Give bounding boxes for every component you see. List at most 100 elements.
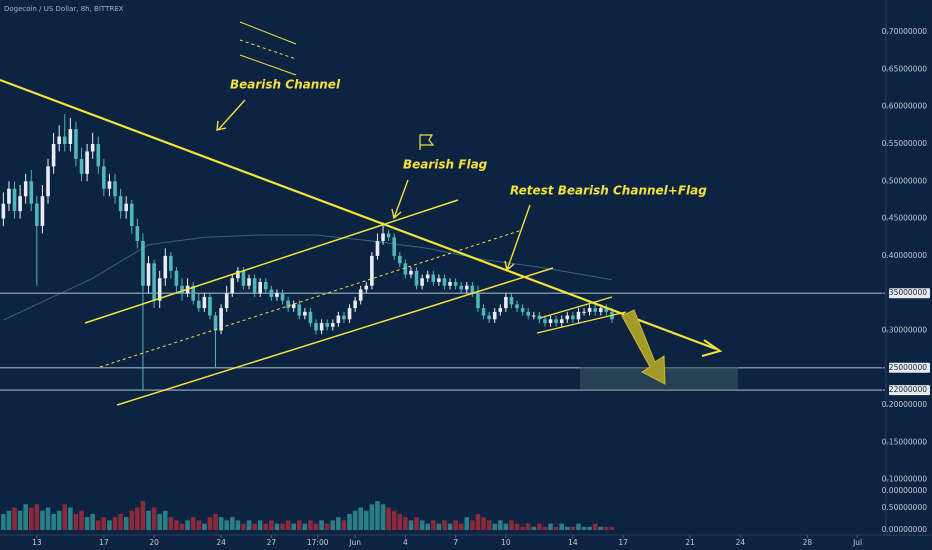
- y-tick-label: 0.30000000: [882, 325, 928, 334]
- volume-bar: [274, 523, 280, 530]
- candle-body: [174, 270, 179, 286]
- x-tick-label: 21: [685, 538, 695, 547]
- volume-bar: [1, 513, 6, 530]
- volume-bar: [241, 523, 246, 530]
- candle-body: [258, 282, 262, 294]
- candle-body: [409, 270, 413, 275]
- volume-bar: [6, 510, 12, 530]
- candle-body: [593, 308, 598, 312]
- annotation: Retest Bearish Channel+Flag: [510, 184, 707, 198]
- candle-body: [219, 308, 223, 331]
- volume-bar: [564, 526, 570, 530]
- candle-body: [470, 285, 475, 294]
- annotation: Bearish Flag: [403, 158, 488, 172]
- candle-body: [375, 240, 380, 256]
- volume-bar: [140, 501, 146, 530]
- candle-body: [308, 311, 313, 324]
- candle-body: [286, 300, 290, 309]
- volume-bar: [151, 507, 157, 530]
- candle-body: [403, 263, 408, 275]
- volume-bar: [263, 523, 269, 530]
- annotation-arrow: [216, 99, 246, 131]
- volume-bar: [576, 523, 581, 530]
- y-tick-label: 0.50000000: [882, 176, 928, 185]
- volume-bar: [68, 507, 73, 530]
- candle-body: [381, 233, 385, 241]
- annotation: Bearish Channel: [230, 78, 341, 92]
- volume-bar: [224, 520, 229, 530]
- candle-body: [291, 304, 296, 309]
- volume-bar: [157, 513, 162, 530]
- candle-body: [347, 308, 352, 320]
- volume-bar: [330, 520, 336, 530]
- volume-bar: [380, 504, 386, 530]
- candle-body: [325, 323, 329, 327]
- volume-bar: [587, 526, 592, 530]
- candle-body: [353, 300, 357, 309]
- candle-body: [252, 278, 257, 294]
- candles: [1, 114, 615, 530]
- volume-bar: [609, 526, 615, 530]
- candle-body: [492, 311, 497, 320]
- candle-body: [68, 129, 73, 144]
- candle-body: [236, 270, 240, 279]
- channel-middle: [99, 229, 523, 368]
- candle-body: [62, 136, 67, 144]
- candle-body: [442, 278, 447, 286]
- candle-body: [208, 296, 212, 316]
- candle-body: [297, 304, 302, 316]
- volume-bar: [62, 504, 68, 530]
- candle-body: [464, 285, 469, 290]
- level-label: 0.22000000: [882, 385, 928, 394]
- volume-axis-label: 0.00000000: [882, 486, 928, 495]
- candle-body: [303, 311, 307, 316]
- volume-bar: [202, 523, 207, 530]
- volume-bar: [45, 507, 51, 530]
- volume-bar: [497, 520, 503, 530]
- candle-body: [358, 289, 363, 301]
- candle-body: [515, 304, 519, 309]
- candle-body: [459, 285, 464, 290]
- volume-bar: [123, 517, 129, 530]
- y-tick-label: 0.55000000: [882, 139, 928, 148]
- volume-bar: [363, 510, 369, 530]
- candle-body: [476, 293, 480, 309]
- volume-bar: [12, 507, 17, 530]
- volume-bar: [118, 513, 123, 530]
- candle-body: [330, 323, 335, 327]
- candle-body: [571, 315, 575, 320]
- candle-body: [604, 308, 609, 312]
- volume-bar: [481, 517, 486, 530]
- level-label: 0.25000000: [882, 363, 928, 372]
- candle-body: [392, 237, 397, 256]
- candle-body: [504, 296, 508, 309]
- candle-body: [157, 278, 162, 301]
- volume-bar: [95, 520, 101, 530]
- volume-bar: [28, 507, 34, 530]
- candle-body: [520, 308, 525, 312]
- volume-bar: [34, 504, 40, 530]
- volume-bar: [458, 523, 464, 530]
- candle-body: [280, 293, 285, 301]
- candle-body: [57, 136, 61, 144]
- volume-bar: [425, 523, 431, 530]
- volume-bar: [403, 517, 408, 530]
- candle-body: [431, 274, 436, 282]
- candle-body: [414, 270, 419, 286]
- candle-body: [51, 143, 56, 167]
- candle-body: [247, 278, 251, 286]
- volume-bar: [84, 517, 90, 530]
- volume-bar: [302, 523, 308, 530]
- volume-bar: [341, 520, 347, 530]
- volume-bar: [129, 510, 135, 530]
- candle-body: [269, 289, 274, 297]
- volume-bar: [291, 523, 296, 530]
- volume-bar: [162, 510, 168, 530]
- candle-body: [554, 319, 558, 324]
- volume-bar: [553, 526, 559, 530]
- volume-bar: [559, 523, 565, 530]
- candle-body: [169, 255, 173, 271]
- volume-bar: [391, 510, 397, 530]
- volume-bar: [542, 526, 548, 530]
- volume-bar: [235, 520, 241, 530]
